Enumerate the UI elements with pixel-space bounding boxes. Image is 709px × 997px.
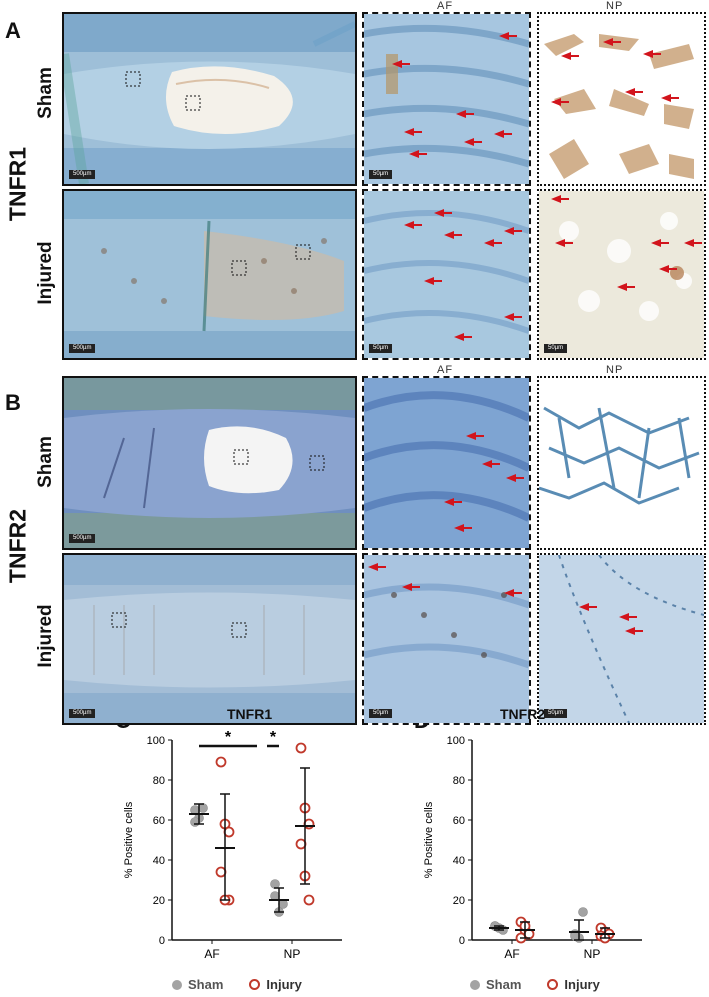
- legend-sham-label: Sham: [188, 977, 224, 992]
- significance-star: *: [270, 730, 277, 746]
- scale-bar: 50µm: [544, 709, 568, 718]
- row-label-tnfr2-sham: Sham: [35, 436, 56, 488]
- column-header-np-tnfr2: NP: [606, 364, 624, 376]
- micrograph-tnfr1-sham-af: 50µm: [362, 12, 531, 186]
- micrograph-tnfr2-sham-np: [537, 376, 706, 550]
- y-tick-label: 20: [453, 895, 465, 907]
- y-tick-label: 100: [447, 735, 465, 747]
- legend-sham-marker: [172, 979, 182, 990]
- legend-injury-marker: [547, 979, 559, 990]
- scale-bar: 500µm: [69, 709, 96, 718]
- group-label-tnfr2: TNFR2: [4, 508, 31, 584]
- data-point-injury: [215, 866, 227, 878]
- legend-sham-label: Sham: [486, 977, 522, 992]
- legend-sham-marker: [470, 979, 480, 990]
- x-tick-label: AF: [204, 947, 219, 961]
- y-tick-label: 60: [153, 815, 165, 827]
- micrograph-tnfr2-injured-np: 50µm: [537, 553, 706, 725]
- data-point-injury: [223, 826, 235, 838]
- data-point-sham: [198, 803, 208, 813]
- data-point-injury: [303, 894, 315, 906]
- legend-tnfr1: Sham Injury: [172, 977, 302, 992]
- row-label-tnfr1-sham: Sham: [35, 67, 56, 119]
- data-point-sham: [270, 879, 280, 889]
- micrograph-tnfr2-sham-af: [362, 376, 531, 550]
- scale-bar: 500µm: [69, 344, 96, 353]
- legend-tnfr2: Sham Injury: [470, 977, 600, 992]
- row-label-tnfr2-injured: Injured: [35, 604, 56, 668]
- legend-injury-marker: [249, 979, 261, 990]
- y-tick-label: 40: [453, 855, 465, 867]
- column-header-af-tnfr1: AF: [437, 0, 454, 12]
- data-point-injury: [295, 838, 307, 850]
- y-tick-label: 0: [159, 935, 165, 947]
- data-point-sham: [190, 817, 200, 827]
- scale-bar: 50µm: [369, 344, 393, 353]
- chart-title-tnfr2: TNFR2: [500, 706, 546, 722]
- chart-tnfr1: 0 20 40 60 80 100 % Positive cells AF NP * *: [123, 730, 342, 961]
- scale-bar: 50µm: [369, 170, 393, 179]
- row-label-tnfr1-injured: Injured: [35, 241, 56, 305]
- scale-bar: 50µm: [544, 344, 568, 353]
- data-point-injury: [215, 756, 227, 768]
- y-tick-label: 80: [453, 775, 465, 787]
- y-axis-label: % Positive cells: [123, 801, 135, 878]
- x-tick-label: NP: [584, 947, 601, 961]
- y-tick-label: 100: [147, 735, 165, 747]
- panel-letter-a: A: [5, 18, 21, 43]
- micrograph-tnfr1-sham-overview: 500µm: [62, 12, 357, 186]
- group-label-tnfr1: TNFR1: [4, 146, 31, 222]
- y-tick-label: 60: [453, 815, 465, 827]
- micrograph-tnfr1-injured-af: 50µm: [362, 189, 531, 360]
- y-tick-label: 40: [153, 855, 165, 867]
- data-point-sham: [578, 907, 588, 917]
- panel-letter-b: B: [5, 390, 21, 415]
- legend-injury-label: Injury: [266, 977, 302, 992]
- micrograph-tnfr1-injured-np: 50µm: [537, 189, 706, 360]
- scale-bar: 50µm: [369, 709, 393, 718]
- micrograph-tnfr2-injured-overview: 500µm: [62, 553, 357, 725]
- chart-title-tnfr1: TNFR1: [227, 706, 273, 722]
- scale-bar: 500µm: [69, 534, 96, 543]
- x-tick-label: AF: [504, 947, 519, 961]
- micrograph-tnfr2-injured-af: 50µm: [362, 553, 531, 725]
- y-tick-label: 0: [459, 935, 465, 947]
- chart-tnfr2: 0 20 40 60 80 100 % Positive cells AF NP: [423, 735, 642, 961]
- x-tick-label: NP: [284, 947, 301, 961]
- y-tick-label: 80: [153, 775, 165, 787]
- data-point-injury: [295, 742, 307, 754]
- legend-injury-label: Injury: [564, 977, 600, 992]
- data-point-injury: [303, 818, 315, 830]
- column-header-np-tnfr1: NP: [606, 0, 624, 12]
- column-header-af-tnfr2: AF: [437, 364, 454, 376]
- micrograph-tnfr1-injured-overview: 500µm: [62, 189, 357, 360]
- y-tick-label: 20: [153, 895, 165, 907]
- micrograph-tnfr1-sham-np: [537, 12, 706, 186]
- micrograph-tnfr2-sham-overview: 500µm: [62, 376, 357, 550]
- y-axis-label: % Positive cells: [423, 801, 435, 878]
- significance-star: *: [225, 730, 232, 746]
- scale-bar: 500µm: [69, 170, 96, 179]
